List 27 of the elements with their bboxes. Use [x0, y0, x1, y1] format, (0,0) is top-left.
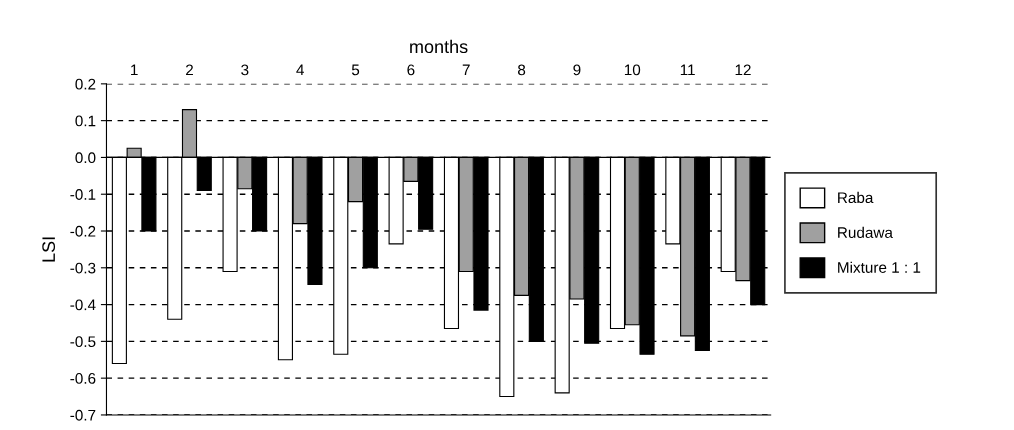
x-tick-label: 12 [735, 64, 751, 76]
x-tick-label: 4 [296, 64, 304, 76]
y-tick-label: 0.2 [75, 78, 96, 90]
x-tick-label: 6 [407, 64, 415, 76]
y-tick-label: -0.2 [70, 225, 96, 237]
y-tick-label: 0.1 [75, 115, 96, 127]
x-tick-label: 8 [517, 64, 526, 76]
legend-label: Rudawa [838, 226, 893, 238]
x-tick-label: 11 [680, 64, 695, 76]
x-tick-label: 1 [131, 64, 138, 76]
legend-label: Mixture 1 : 1 [838, 261, 921, 273]
y-tick-label: -0.3 [70, 262, 96, 274]
x-tick-label: 5 [351, 64, 360, 76]
y-tick-label: 0.0 [75, 152, 96, 164]
legend-label: Raba [838, 191, 874, 204]
x-tick-label: 7 [462, 64, 470, 76]
x-tick-label: 2 [186, 64, 193, 76]
y-tick-label: -0.5 [70, 336, 96, 348]
y-tick-label: -0.4 [70, 299, 96, 311]
x-tick-label: 3 [241, 64, 249, 76]
x-tick-label: 9 [573, 64, 581, 76]
x-tick-label: 10 [624, 64, 641, 76]
y-tick-label: -0.1 [70, 189, 96, 200]
x-axis-title: months [410, 39, 468, 54]
y-tick-label: -0.7 [70, 409, 96, 421]
y-tick-label: -0.6 [70, 373, 96, 384]
y-axis-title: LSI [42, 237, 56, 262]
